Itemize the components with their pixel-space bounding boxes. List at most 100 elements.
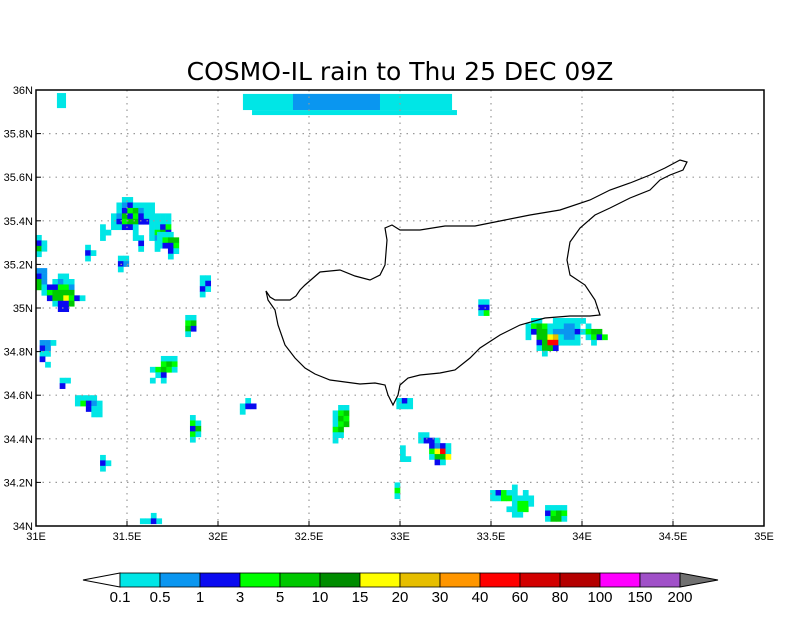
colorbar-label: 150 [627,589,652,606]
rain-cell [490,490,496,496]
rain-cluster [332,405,350,444]
lat-tick-label: 34.6N [4,390,33,402]
rain-cluster [85,244,97,262]
rain-cell [63,273,70,280]
rain-cell [245,403,252,410]
lat-tick-label: 35.6N [4,172,33,184]
rain-cell [36,240,42,247]
rain-cell [189,425,196,432]
rain-cell [150,518,157,525]
rain-cell [429,443,435,449]
rain-cell [46,295,53,302]
rain-cell [57,284,64,291]
rain-cell [138,218,145,225]
rain-cell [41,240,48,247]
rain-cell [511,500,518,507]
colorbar-swatch [639,572,681,588]
rain-cell [407,398,414,404]
rain-cell [160,372,167,379]
rain-cell [558,323,565,330]
rain-cell [167,242,174,249]
rain-cell [154,218,161,225]
rain-cell [396,398,403,404]
rain-cell [199,286,206,292]
rain-cell [121,207,128,214]
colorbar-swatch [239,572,281,588]
lon-tick-label: 33E [390,531,410,543]
rain-cell [445,448,452,455]
rain-cell [429,448,435,455]
rain-cell [149,235,155,241]
colorbar-swatch [439,572,481,588]
rain-cell [121,213,128,220]
rain-cell [39,356,46,363]
rain-cell [429,437,435,444]
rain-cell [154,224,161,231]
rain-cell [332,410,339,417]
rain-cell [41,279,48,285]
rain-cell [400,456,406,462]
rain-cell [525,328,532,335]
rain-cell [41,289,48,296]
rain-cluster [394,482,401,500]
rain-cell [121,202,128,209]
rain-cell [552,345,559,352]
rain-region [252,110,457,116]
rain-cell [52,289,59,296]
rain-cell [495,495,502,502]
rain-cell [132,213,139,220]
rain-cell [45,345,51,352]
rain-cell [68,295,75,302]
rain-cell [145,518,152,525]
rain-cell [506,495,513,502]
rain-cell [116,218,123,225]
rain-cell [591,334,597,341]
rain-cell [541,328,548,335]
rain-cell [154,246,161,252]
rain-cell [36,273,42,280]
rain-cell [138,246,145,252]
colorbar-swatch [399,572,441,588]
colorbar-label: 1 [196,589,204,606]
rain-cell [116,213,123,220]
rain-cell [110,218,117,225]
rain-cell [63,306,70,313]
rain-cell [580,318,586,324]
colorbar-label: 20 [392,589,409,606]
rain-cell [149,213,155,220]
rain-cluster [396,398,414,410]
rain-cell [199,280,206,287]
rain-cell [59,377,66,384]
rain-cell [343,410,350,417]
rain-cell [563,323,570,330]
colorbar-above-arrow [679,572,719,588]
rain-cell [400,445,406,452]
rain-cell [121,197,128,203]
rain-cell [517,511,524,518]
rain-cell [555,515,562,522]
rain-cluster [239,398,257,415]
cyprus-coastline [265,159,688,407]
rain-cell [343,405,350,411]
rain-cell [173,242,180,249]
rain-cell [149,229,155,236]
colorbar-label: 100 [587,589,612,606]
rain-cell [541,339,548,346]
rain-cell [123,261,130,267]
rain-cell [160,366,167,373]
rain-region [56,93,67,109]
rain-cell [39,340,46,346]
rain-cluster [199,275,212,298]
rain-cell [332,437,339,444]
rain-cell [167,253,174,260]
rain-cell [132,224,139,231]
rain-cell [143,207,150,214]
rain-cell [332,415,339,422]
rain-cell [171,366,178,373]
rain-cell [160,224,166,231]
rain-cell [162,242,169,249]
rain-cell [160,377,167,384]
rain-cell [506,490,513,496]
rain-cell [45,350,51,357]
rain-cell [68,279,75,285]
